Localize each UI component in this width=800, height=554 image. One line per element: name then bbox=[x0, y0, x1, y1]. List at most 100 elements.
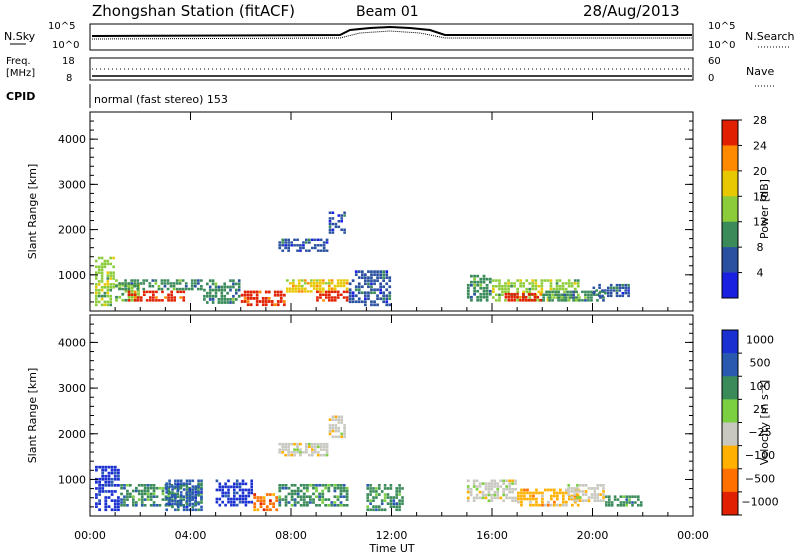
data-cell bbox=[154, 279, 158, 282]
data-cell bbox=[247, 494, 251, 498]
data-cell bbox=[229, 298, 232, 301]
data-cell bbox=[367, 270, 370, 273]
data-cell bbox=[516, 292, 519, 296]
data-cell bbox=[308, 442, 311, 446]
data-cell bbox=[296, 486, 300, 490]
data-cell bbox=[508, 496, 511, 500]
data-cell bbox=[113, 490, 117, 493]
data-cell bbox=[170, 290, 173, 294]
data-cell bbox=[95, 271, 98, 274]
data-cell bbox=[127, 282, 130, 285]
data-cell bbox=[570, 293, 574, 296]
data-cell bbox=[482, 274, 486, 278]
data-cell bbox=[247, 491, 251, 495]
data-cell bbox=[507, 292, 511, 296]
data-cell bbox=[95, 259, 98, 263]
data-cell bbox=[525, 290, 529, 294]
data-cell bbox=[484, 485, 488, 488]
data-cell bbox=[136, 296, 140, 299]
data-cell bbox=[470, 280, 473, 284]
data-cell bbox=[532, 497, 535, 501]
data-cell bbox=[235, 503, 239, 507]
data-cell bbox=[395, 508, 398, 512]
data-cell bbox=[357, 285, 361, 289]
data-cell bbox=[331, 424, 335, 427]
data-cell bbox=[325, 445, 329, 449]
data-cell bbox=[284, 244, 287, 247]
data-cell bbox=[364, 291, 367, 295]
data-cell bbox=[229, 285, 232, 289]
data-cell bbox=[498, 296, 501, 299]
data-cell bbox=[337, 426, 341, 430]
data-cell bbox=[316, 244, 320, 247]
data-cell bbox=[124, 279, 127, 282]
data-cell bbox=[103, 294, 107, 298]
data-cell bbox=[624, 289, 627, 292]
data-cell bbox=[287, 246, 290, 250]
data-cell bbox=[279, 297, 283, 300]
data-cell bbox=[366, 496, 369, 499]
data-cell bbox=[327, 282, 331, 285]
data-block bbox=[278, 238, 329, 252]
data-cell bbox=[552, 296, 556, 299]
data-cell bbox=[562, 494, 565, 498]
noise-tick-low-right: 10^0 bbox=[708, 40, 735, 51]
data-cell bbox=[395, 502, 398, 505]
data-cell bbox=[624, 292, 627, 295]
data-cell bbox=[538, 491, 541, 495]
data-cell bbox=[340, 432, 343, 436]
data-cell bbox=[511, 488, 514, 491]
data-cell bbox=[293, 484, 297, 487]
data-cell bbox=[238, 497, 242, 501]
data-cell bbox=[348, 294, 352, 298]
data-cell bbox=[256, 508, 260, 512]
data-cell bbox=[544, 488, 547, 492]
data-cell bbox=[184, 285, 188, 288]
data-cell bbox=[584, 493, 588, 496]
data-cell bbox=[167, 299, 170, 302]
data-cell bbox=[149, 495, 153, 498]
data-cell bbox=[107, 490, 111, 493]
data-cell bbox=[109, 277, 112, 280]
data-cell bbox=[179, 485, 183, 488]
data-cell bbox=[392, 496, 396, 499]
data-cell bbox=[265, 508, 269, 512]
data-cell bbox=[336, 498, 340, 501]
data-cell bbox=[485, 298, 489, 302]
data-cell bbox=[290, 489, 294, 493]
data-cell bbox=[625, 498, 628, 501]
data-cell bbox=[573, 499, 576, 502]
data-cell bbox=[269, 499, 272, 502]
data-cell bbox=[322, 448, 326, 451]
data-cell bbox=[565, 500, 568, 504]
data-cell bbox=[106, 294, 110, 298]
data-cell bbox=[284, 495, 288, 498]
data-cell bbox=[567, 484, 570, 487]
data-cell bbox=[556, 491, 559, 495]
data-cell bbox=[281, 486, 285, 490]
data-cell bbox=[563, 299, 566, 302]
data-cell bbox=[197, 508, 200, 512]
data-cell bbox=[385, 297, 389, 301]
data-cell bbox=[337, 429, 341, 433]
data-cell bbox=[104, 502, 108, 505]
data-cell bbox=[107, 474, 111, 478]
colorbar-tick-label: −500 bbox=[745, 472, 775, 485]
data-cell bbox=[375, 487, 378, 490]
data-cell bbox=[529, 497, 532, 501]
data-cell bbox=[194, 485, 197, 488]
data-cell bbox=[502, 493, 505, 497]
data-cell bbox=[333, 287, 337, 290]
data-cell bbox=[316, 451, 320, 454]
data-cell bbox=[507, 287, 510, 291]
data-cell bbox=[182, 495, 185, 498]
data-cell bbox=[296, 445, 299, 449]
data-cell bbox=[319, 453, 323, 457]
data-cell bbox=[143, 492, 147, 496]
data-cell bbox=[473, 289, 476, 293]
data-cell bbox=[95, 300, 98, 304]
data-cell bbox=[275, 499, 279, 502]
colorbar-segment bbox=[722, 445, 738, 470]
data-cell bbox=[177, 502, 180, 506]
